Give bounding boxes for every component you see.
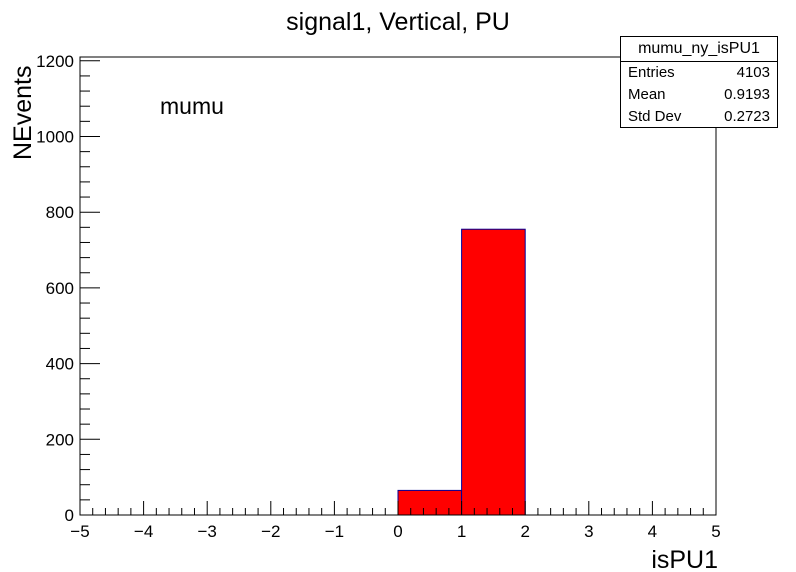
x-tick-label: 5 xyxy=(711,522,720,541)
stats-title: mumu_ny_isPU1 xyxy=(621,37,777,62)
y-tick-label: 200 xyxy=(46,430,74,449)
annotation-label: mumu xyxy=(160,93,224,119)
y-tick-label: 1000 xyxy=(36,127,74,146)
x-tick-label: −3 xyxy=(198,522,217,541)
stats-row-mean: Mean 0.9193 xyxy=(621,84,777,106)
axes: −5 −4 −3 −2 −1 0 1 2 3 4 5 0 200 400 600 800 1000 1200 xyxy=(36,52,721,541)
stats-label: Std Dev xyxy=(628,108,682,125)
stats-row-entries: Entries 4103 xyxy=(621,62,777,84)
stats-label: Mean xyxy=(628,86,666,103)
x-tick-label: 0 xyxy=(393,522,402,541)
x-tick-label: −1 xyxy=(325,522,344,541)
y-tick-label: 800 xyxy=(46,203,74,222)
y-axis-label: NEvents xyxy=(9,66,37,160)
stats-row-std-dev: Std Dev 0.2723 xyxy=(621,106,777,128)
x-tick-label: −2 xyxy=(261,522,280,541)
stats-box: mumu_ny_isPU1 Entries 4103 Mean 0.9193 S… xyxy=(620,36,778,128)
y-tick-label: 0 xyxy=(65,506,74,525)
stats-value: 4103 xyxy=(736,64,770,81)
histogram-bar xyxy=(397,489,463,516)
x-tick-label: 3 xyxy=(584,522,593,541)
histogram-bar xyxy=(461,228,526,516)
y-tick-label: 600 xyxy=(46,279,74,298)
x-tick-label: −5 xyxy=(70,522,89,541)
x-tick-label: 2 xyxy=(520,522,529,541)
y-tick-label: 400 xyxy=(46,355,74,374)
stats-value: 0.9193 xyxy=(724,86,770,103)
x-axis-label: isPU1 xyxy=(651,546,718,572)
histogram-bars xyxy=(397,228,526,516)
x-tick-label: −4 xyxy=(134,522,153,541)
x-tick-label: 4 xyxy=(648,522,657,541)
y-tick-label: 1200 xyxy=(36,52,74,71)
stats-label: Entries xyxy=(628,64,675,81)
x-tick-label: 1 xyxy=(457,522,466,541)
stats-value: 0.2723 xyxy=(724,108,770,125)
chart-title: signal1, Vertical, PU xyxy=(286,8,510,36)
